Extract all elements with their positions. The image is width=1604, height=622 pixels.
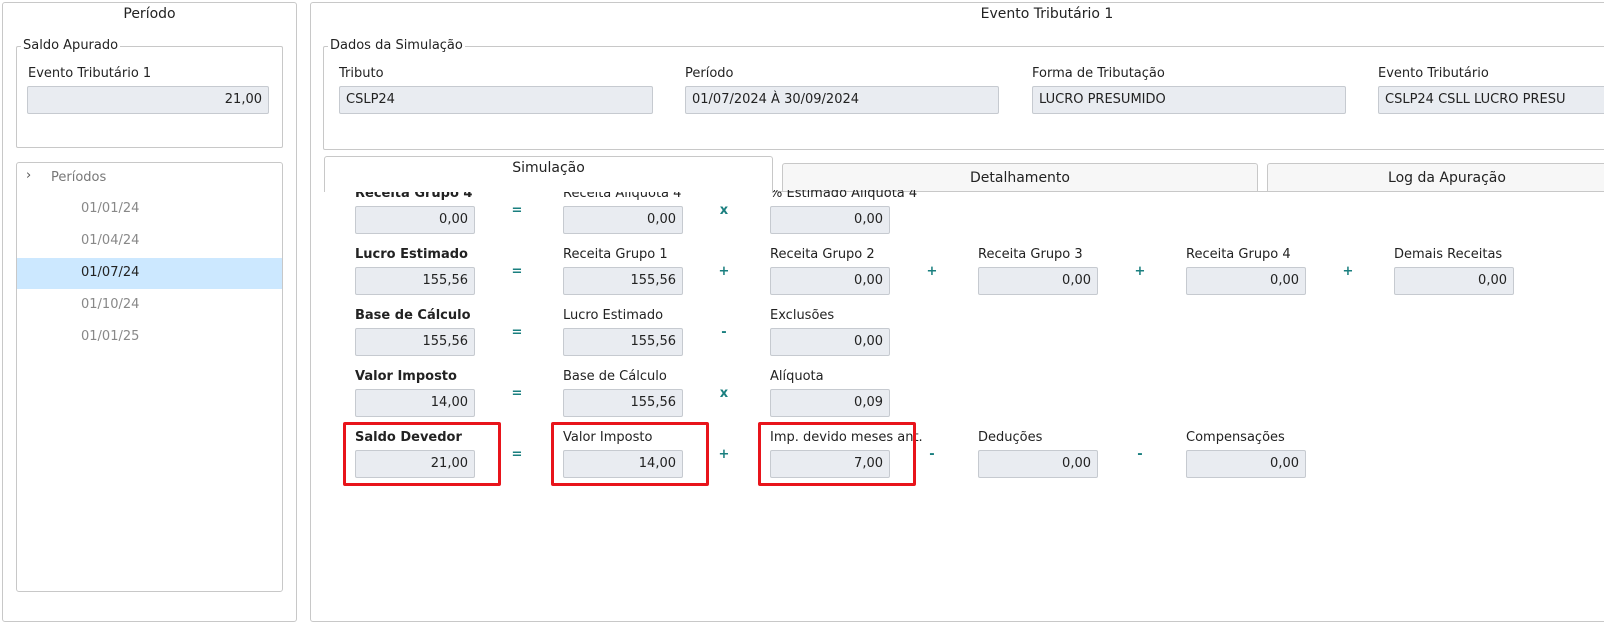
highlight-box: [758, 422, 916, 486]
field-value: CSLP24 CSLL LUCRO PRESU: [1378, 86, 1604, 114]
term-value: 155,56: [563, 389, 683, 417]
field-label: Evento Tributário: [1378, 66, 1489, 81]
highlight-box: [551, 422, 709, 486]
term-label: Deduções: [978, 430, 1043, 445]
operator: =: [511, 386, 523, 401]
term-value: 0,00: [355, 206, 475, 234]
operator: +: [1134, 264, 1146, 279]
term-value: 0,00: [770, 328, 890, 356]
tab-line: [324, 191, 1604, 192]
tab[interactable]: Log da Apuração: [1267, 163, 1604, 192]
term-label: Alíquota: [770, 369, 824, 384]
term-value: 0,00: [978, 267, 1098, 295]
term-label: Receita Grupo 3: [978, 247, 1083, 262]
tree-chevron: ›: [26, 168, 32, 183]
dados-fieldset: [323, 46, 1604, 150]
tab[interactable]: Detalhamento: [782, 163, 1258, 192]
field-label: Período: [685, 66, 734, 81]
operator: +: [718, 264, 730, 279]
tab[interactable]: Simulação: [324, 156, 773, 192]
saldo-value: 21,00: [27, 86, 269, 114]
field-label: Forma de Tributação: [1032, 66, 1165, 81]
field-value: CSLP24: [339, 86, 653, 114]
term-value: 0,00: [563, 206, 683, 234]
saldo-fieldset: [16, 46, 283, 148]
term-value: 7,00: [770, 450, 890, 478]
term-label: Base de Cálculo: [563, 369, 667, 384]
term-value: 0,00: [770, 267, 890, 295]
term-label: Receita Grupo 4: [355, 190, 473, 201]
term-label: Lucro Estimado: [563, 308, 664, 323]
operator: -: [929, 447, 935, 462]
operator: =: [511, 325, 523, 340]
operator: +: [718, 447, 730, 462]
term-value: 155,56: [563, 267, 683, 295]
term-label: % Estimado Alíquota 4: [770, 190, 918, 201]
operator: =: [511, 264, 523, 279]
operator: +: [1342, 264, 1354, 279]
operator: =: [511, 203, 523, 218]
field-value: 01/07/2024 À 30/09/2024: [685, 86, 999, 114]
term-label: Receita Alíquota 4: [563, 190, 682, 201]
operator: -: [1137, 447, 1143, 462]
tree-box: [16, 162, 283, 592]
term-value: 155,56: [355, 328, 475, 356]
term-label: Demais Receitas: [1394, 247, 1503, 262]
term-label: Valor Imposto: [355, 369, 457, 384]
tree-item[interactable]: 01/01/24: [81, 201, 140, 216]
saldo-legend: Saldo Apurado: [21, 38, 121, 53]
term-label: Receita Grupo 1: [563, 247, 668, 262]
term-value: 0,00: [770, 206, 890, 234]
right-panel-title: Evento Tributário 1: [980, 6, 1114, 22]
tree-item[interactable]: 01/01/25: [81, 329, 140, 344]
saldo-label: Evento Tributário 1: [28, 66, 152, 81]
operator: x: [719, 386, 729, 401]
field-label: Tributo: [339, 66, 384, 81]
field-value: LUCRO PRESUMIDO: [1032, 86, 1346, 114]
term-label: Imp. devido meses ant.: [770, 430, 923, 445]
term-value: 0,00: [1186, 450, 1306, 478]
term-label: Base de Cálculo: [355, 308, 471, 323]
term-label: Valor Imposto: [563, 430, 653, 445]
operator: x: [719, 203, 729, 218]
term-value: 0,00: [1186, 267, 1306, 295]
term-value: 155,56: [563, 328, 683, 356]
tree-item[interactable]: 01/10/24: [81, 297, 140, 312]
term-label: Saldo Devedor: [355, 430, 462, 445]
dados-legend: Dados da Simulação: [328, 38, 465, 53]
term-label: Exclusões: [770, 308, 835, 323]
term-label: Lucro Estimado: [355, 247, 468, 262]
term-value: 155,56: [355, 267, 475, 295]
operator: -: [721, 325, 727, 340]
term-value: 14,00: [563, 450, 683, 478]
term-label: Receita Grupo 4: [1186, 247, 1291, 262]
term-value: 0,09: [770, 389, 890, 417]
term-label: Receita Grupo 2: [770, 247, 875, 262]
term-value: 0,00: [1394, 267, 1514, 295]
term-value: 0,00: [978, 450, 1098, 478]
term-label: Compensações: [1186, 430, 1285, 445]
tree-item[interactable]: 01/04/24: [81, 233, 140, 248]
tree-selection: [17, 258, 282, 289]
term-value: 21,00: [355, 450, 475, 478]
tree-item[interactable]: 01/07/24: [81, 265, 140, 280]
operator: +: [926, 264, 938, 279]
tree-root[interactable]: Períodos: [51, 170, 107, 185]
term-value: 14,00: [355, 389, 475, 417]
left-panel-title: Período: [123, 6, 176, 22]
highlight-box: [343, 422, 501, 486]
operator: =: [511, 447, 523, 462]
simulation-area: Receita Grupo 4 0,00 = Receita Alíquota 4 0,…: [324, 190, 1604, 614]
